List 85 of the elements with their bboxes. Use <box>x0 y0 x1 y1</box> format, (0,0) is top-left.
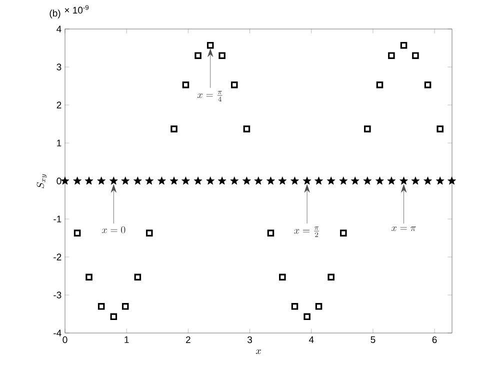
point <box>448 176 456 185</box>
point <box>424 176 432 185</box>
y-tick-label: -1 <box>54 216 62 222</box>
annotation: $x=0$ <box>102 226 126 234</box>
point <box>60 176 70 185</box>
point <box>109 176 118 185</box>
point <box>376 176 384 185</box>
y-tick-label: 4 <box>56 26 62 32</box>
text: (b) <box>50 10 60 18</box>
point <box>86 274 92 281</box>
point <box>218 176 226 185</box>
y-tick-label: 0 <box>56 178 62 184</box>
point <box>266 176 275 185</box>
point <box>194 52 202 59</box>
point <box>134 176 142 185</box>
point <box>411 176 420 185</box>
point <box>242 176 251 185</box>
point <box>290 176 299 185</box>
point <box>304 313 310 320</box>
point <box>340 230 347 236</box>
point <box>145 176 154 185</box>
point <box>134 274 142 281</box>
y-tick-label: 1 <box>57 140 62 146</box>
point <box>364 126 371 132</box>
point <box>73 176 82 185</box>
point <box>376 81 384 88</box>
point <box>84 176 94 185</box>
point <box>328 274 334 281</box>
point <box>98 303 105 310</box>
point <box>436 126 444 132</box>
y-tick-label: -4 <box>54 330 62 336</box>
y-tick-label: -3 <box>54 292 62 298</box>
y-tick-label: 2 <box>56 102 62 108</box>
x-tick-label: 2 <box>186 336 190 343</box>
point <box>387 176 396 185</box>
x-axis-title: $x$ <box>256 350 261 354</box>
point <box>218 52 226 59</box>
point <box>363 176 372 185</box>
point <box>436 176 444 185</box>
x-tick-label: 5 <box>370 336 376 343</box>
point <box>267 230 274 236</box>
x-tick-label: 1 <box>124 336 129 343</box>
point <box>302 176 312 185</box>
point <box>182 81 190 88</box>
point <box>412 52 419 59</box>
point <box>314 176 323 185</box>
point <box>182 176 190 185</box>
annotation: $x=\pi$ <box>392 226 416 232</box>
point <box>388 52 395 59</box>
annotation: $x=\frac{\pi}{4}$ <box>198 90 222 102</box>
point <box>74 230 81 236</box>
point <box>121 176 130 185</box>
point <box>122 303 129 310</box>
point <box>400 42 408 49</box>
point <box>326 176 336 185</box>
y-axis-title: $S_{xy}$ <box>36 174 47 188</box>
point <box>254 176 263 185</box>
point <box>206 42 214 49</box>
point <box>400 176 408 185</box>
point <box>194 176 202 185</box>
point <box>158 176 166 185</box>
point <box>206 176 215 185</box>
point <box>279 274 286 281</box>
x-tick-label: 3 <box>248 336 252 344</box>
point <box>97 176 106 185</box>
y-tick-label: -2 <box>54 254 62 260</box>
y-tick-label: 3 <box>56 64 62 70</box>
point <box>291 303 298 310</box>
point <box>110 313 118 320</box>
point <box>243 126 250 132</box>
point <box>350 176 360 185</box>
point <box>278 176 287 185</box>
point <box>339 176 348 185</box>
x-tick-label: 0 <box>62 336 68 344</box>
point <box>146 230 153 236</box>
point <box>315 303 322 310</box>
x-tick-label: 6 <box>432 336 437 344</box>
point <box>230 176 239 185</box>
text: × 10$^{-9}$ <box>64 5 89 14</box>
x-tick-label: 4 <box>308 336 314 343</box>
annotation: $x=\frac{\pi}{2}$ <box>294 226 320 238</box>
point <box>170 176 178 185</box>
point <box>424 81 432 88</box>
point <box>230 81 238 88</box>
point <box>170 126 178 132</box>
